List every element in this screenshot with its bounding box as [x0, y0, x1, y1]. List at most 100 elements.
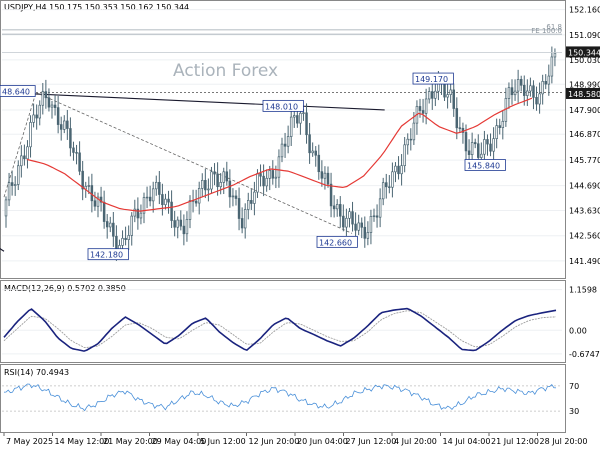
candle	[194, 189, 198, 207]
candle-body	[155, 181, 158, 190]
candle-body	[102, 201, 106, 222]
candle	[415, 100, 419, 135]
candle	[41, 82, 45, 115]
candle	[409, 128, 413, 151]
candle-body	[311, 150, 314, 154]
candle-body	[467, 150, 471, 155]
candle	[176, 216, 179, 239]
candle-body	[256, 173, 259, 193]
candle	[403, 136, 406, 173]
candle-body	[427, 91, 431, 100]
candle-body	[142, 197, 146, 214]
candle	[369, 209, 373, 245]
candle-body	[326, 172, 330, 185]
candle-body	[197, 188, 201, 204]
candle	[173, 210, 176, 237]
candle-body	[105, 221, 109, 228]
candle-body	[130, 215, 133, 236]
candle	[237, 187, 241, 231]
candle-body	[170, 201, 173, 221]
candle	[446, 83, 449, 109]
candle-body	[87, 185, 91, 187]
candle	[26, 140, 29, 169]
candle	[421, 98, 425, 123]
pivot-box	[0, 85, 36, 97]
candle	[400, 154, 403, 186]
candle	[431, 82, 434, 110]
candle	[231, 188, 235, 207]
candle-body	[547, 75, 551, 85]
candle	[498, 118, 501, 135]
ma-price-tag-bg	[566, 87, 600, 99]
candle-body	[412, 122, 416, 141]
macd-line	[3, 307, 557, 352]
candle	[381, 177, 385, 206]
candle	[161, 183, 164, 216]
candle-body	[510, 87, 514, 96]
candle	[507, 82, 511, 109]
candle-body	[280, 143, 284, 158]
candle	[167, 190, 170, 214]
candle-body	[296, 115, 299, 124]
candle-body	[59, 124, 63, 130]
candle-body	[372, 215, 376, 218]
candle-body	[112, 222, 115, 237]
candle	[492, 127, 495, 162]
candle-body	[231, 195, 235, 198]
candle-body	[7, 182, 11, 201]
candle-body	[357, 222, 360, 231]
candle-body	[72, 147, 75, 153]
candle	[93, 191, 97, 211]
ma-price-tag: 148.580	[568, 90, 600, 99]
candle-body	[446, 94, 449, 98]
pivot-box	[87, 248, 129, 261]
candle	[164, 193, 167, 210]
candle-body	[50, 104, 54, 108]
candle-body	[78, 152, 81, 172]
candle-body	[145, 196, 149, 199]
candle	[188, 195, 192, 229]
candle-body	[342, 215, 345, 228]
rsi-panel-frame	[0, 364, 566, 433]
candle	[109, 216, 112, 233]
candle	[265, 169, 268, 192]
candle	[17, 160, 20, 191]
candle	[234, 190, 238, 206]
candle	[240, 207, 244, 234]
candle-body	[139, 212, 143, 219]
x-tick-label: 28 Jul 20:00	[540, 437, 588, 446]
candle	[185, 211, 189, 242]
pivot-label: 149.170	[415, 75, 448, 84]
candle-body	[351, 211, 354, 225]
candle	[280, 137, 284, 163]
candle	[461, 122, 465, 144]
candle-body	[305, 112, 308, 136]
rsi-tick-label: 30	[569, 407, 579, 416]
candle	[529, 77, 532, 97]
candle	[510, 79, 514, 105]
candle	[38, 100, 41, 126]
candle-body	[464, 132, 468, 152]
candle	[216, 162, 219, 196]
candle	[495, 118, 498, 149]
candle	[13, 176, 17, 196]
candle-body	[354, 223, 357, 231]
candle	[363, 216, 367, 248]
candle	[53, 95, 57, 116]
candle-body	[219, 182, 222, 188]
candle	[519, 75, 523, 92]
candle-body	[188, 200, 192, 220]
candle-body	[4, 199, 8, 217]
candle	[388, 175, 391, 194]
candle-body	[109, 222, 112, 228]
macd-label: MACD(12,26,9) 0.5702 0.3850	[4, 284, 126, 293]
candle	[102, 190, 106, 229]
rsi-line	[3, 383, 557, 412]
candle	[544, 74, 547, 90]
candle	[35, 104, 38, 130]
candle	[271, 160, 275, 185]
candle	[378, 188, 382, 228]
candle-body	[302, 112, 305, 114]
candle-body	[194, 200, 198, 204]
x-tick-label: 5 Jun 12:00	[200, 437, 246, 446]
